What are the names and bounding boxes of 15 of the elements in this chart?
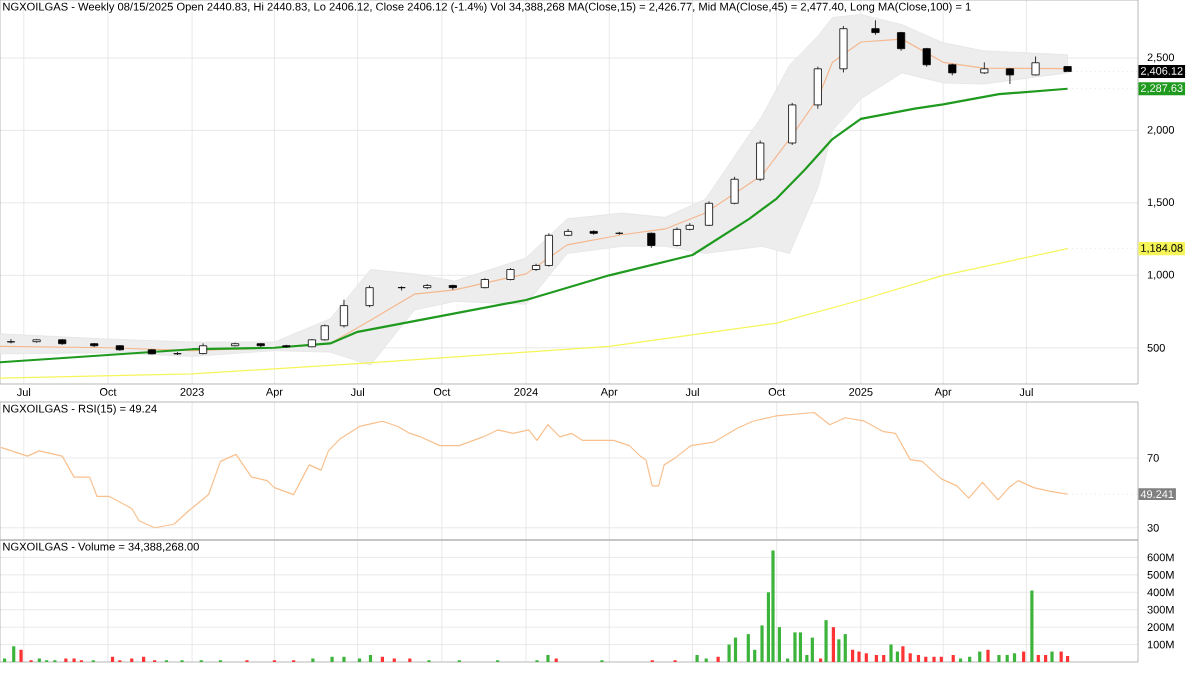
candlestick [365,285,374,308]
line-series [0,248,1069,379]
candlestick [756,140,765,182]
candlestick [544,232,553,268]
candlestick [839,25,848,73]
candlestick [730,176,739,205]
candlestick [704,201,714,227]
candlestick [788,102,797,146]
candlestick [1005,67,1014,85]
candlestick [6,338,16,344]
candlestick [1031,56,1040,76]
line-series [0,87,1069,364]
candlestick [339,299,349,328]
candlestick [813,66,822,110]
line-series [0,411,1069,529]
